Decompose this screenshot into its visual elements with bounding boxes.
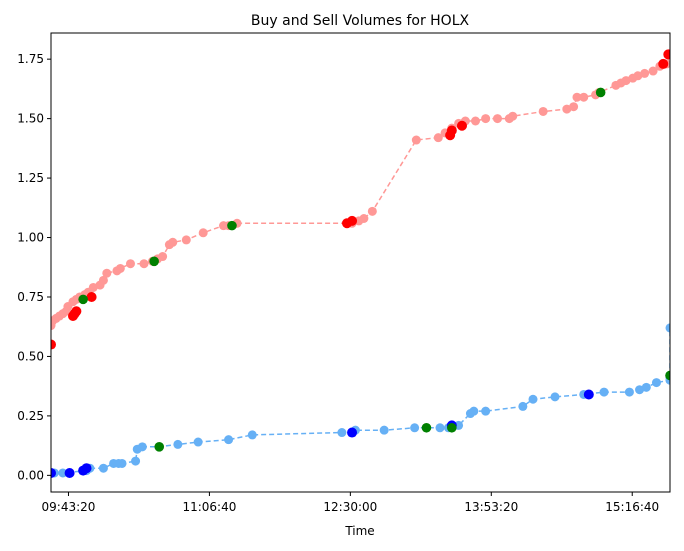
buy-point (579, 92, 589, 102)
buy-point (481, 114, 491, 124)
sell-point (624, 387, 634, 397)
sell-point (518, 401, 528, 411)
y-tick-label: 0.00 (17, 468, 44, 482)
buy-point (411, 135, 421, 145)
sell-point (224, 435, 234, 445)
buy-point (538, 106, 548, 116)
y-tick-label: 1.50 (17, 112, 44, 126)
sell-point (481, 406, 491, 416)
buy-point (139, 259, 149, 269)
buy-highlight-point (149, 256, 159, 267)
buy-large-point (658, 58, 669, 69)
sell-point (550, 392, 560, 402)
plot-marks (51, 49, 670, 478)
sell-point (247, 430, 257, 440)
buy-point (508, 111, 518, 121)
buy-point (492, 114, 502, 124)
buy-highlight-point (595, 87, 606, 98)
buy-point (633, 71, 643, 81)
sell-point (58, 468, 68, 478)
buy-point (367, 206, 377, 216)
buy-point (562, 104, 572, 114)
sell-large-point (64, 467, 75, 478)
sell-point (193, 437, 203, 447)
chart-title: Buy and Sell Volumes for HOLX (251, 13, 470, 29)
buy-point (158, 252, 168, 262)
sell-highlight-point (154, 442, 165, 452)
buy-point (168, 237, 178, 247)
sell-point (410, 423, 420, 433)
buy-point (572, 92, 582, 102)
sell-point (635, 385, 645, 395)
sell-point (137, 442, 147, 452)
sell-large-point (583, 389, 594, 400)
sell-point (599, 387, 609, 397)
y-tick-label: 0.50 (17, 349, 44, 363)
buy-point (569, 102, 579, 112)
buy-highlight-point (78, 294, 88, 305)
sell-highlight-point (447, 422, 457, 433)
buy-point (125, 259, 135, 269)
y-tick-label: 0.25 (17, 409, 44, 423)
x-tick-label: 13:53:20 (464, 500, 518, 514)
sell-point (528, 394, 538, 404)
buy-point (433, 133, 443, 143)
sell-point (117, 458, 127, 468)
plot-area (51, 49, 670, 478)
buy-large-point (456, 120, 467, 131)
buy-point (471, 116, 481, 126)
sell-point (98, 463, 108, 473)
sell-point (173, 439, 183, 449)
y-tick-label: 1.00 (17, 231, 44, 245)
buy-point (181, 235, 191, 245)
sell-point (665, 323, 670, 333)
y-tick-label: 1.25 (17, 171, 44, 185)
sell-large-point (51, 467, 56, 478)
sell-highlight-point (421, 422, 432, 433)
buy-highlight-point (227, 220, 237, 231)
sell-large-point (81, 463, 92, 474)
y-tick-label: 1.75 (17, 52, 44, 66)
buy-large-point (446, 125, 457, 136)
buy-large-point (347, 215, 358, 226)
buy-large-point (51, 339, 56, 350)
sell-highlight-point (665, 370, 670, 381)
x-tick-label: 12:30:00 (323, 500, 377, 514)
buy-point (198, 228, 208, 238)
buy-large-point (86, 291, 97, 302)
axes: 0.00 0.25 0.50 0.75 1.00 1.25 1.50 1.75 09:43:20… (17, 32, 671, 514)
buy-point (102, 268, 112, 278)
buy-large-point (71, 306, 82, 317)
buy-point (359, 214, 369, 224)
x-tick-label: 11:06:40 (182, 500, 236, 514)
sell-point (469, 406, 479, 416)
sell-series-line (51, 327, 670, 474)
buy-point (640, 68, 650, 78)
y-tick-label: 0.75 (17, 290, 44, 304)
buy-point (115, 263, 125, 273)
buy-point (98, 275, 108, 285)
x-tick-label: 09:43:20 (42, 500, 96, 514)
x-tick-label: 15:16:40 (605, 500, 659, 514)
buy-point (621, 76, 631, 86)
buy-point (648, 66, 658, 76)
sell-point (435, 423, 445, 433)
sell-point (379, 425, 389, 435)
plot-frame (50, 32, 671, 493)
sell-point (131, 456, 141, 466)
sell-large-point (347, 427, 358, 438)
buy-point (88, 282, 98, 292)
sell-point (651, 378, 661, 388)
x-axis-label: Time (344, 524, 374, 538)
sell-point (337, 428, 347, 438)
buy-large-point (663, 49, 670, 60)
sell-point (641, 382, 651, 392)
